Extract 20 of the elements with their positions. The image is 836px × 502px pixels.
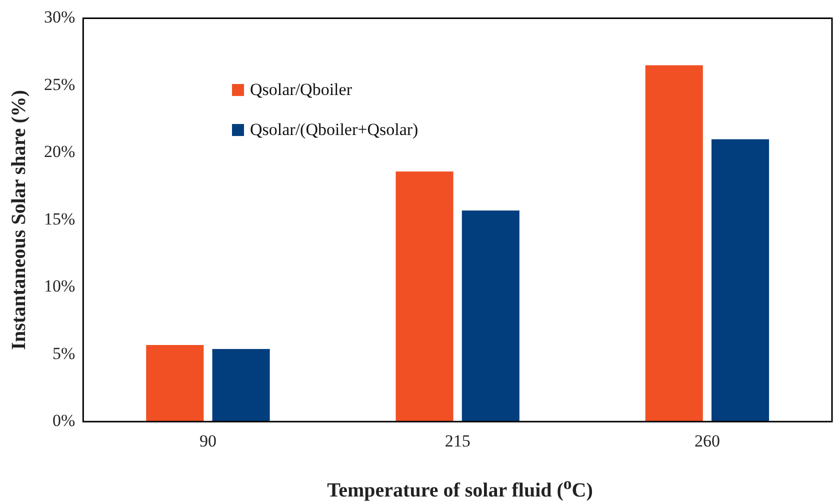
x-tick-label: 215 bbox=[444, 431, 470, 450]
x-tick-label: 90 bbox=[199, 431, 216, 450]
bar bbox=[645, 65, 703, 422]
bar bbox=[462, 210, 520, 422]
bar bbox=[396, 171, 454, 422]
y-tick-label: 5% bbox=[52, 344, 76, 363]
y-axis-title: Instantaneous Solar share (%) bbox=[8, 90, 30, 350]
y-tick-label: 25% bbox=[44, 74, 76, 94]
legend-label: Qsolar/(Qboiler+Qsolar) bbox=[250, 120, 418, 140]
y-tick-label: 20% bbox=[44, 142, 76, 162]
bar bbox=[711, 139, 770, 422]
y-tick-label: 10% bbox=[44, 276, 76, 296]
bar bbox=[212, 348, 270, 422]
y-tick-label: 0% bbox=[52, 411, 76, 430]
x-axis-title: Temperature of solar fluid ($^{o}$C) bbox=[326, 474, 594, 502]
legend-label: Qsolar/Qboiler bbox=[250, 80, 352, 100]
y-tick-label: 30% bbox=[44, 8, 76, 27]
y-tick-label: 15% bbox=[44, 209, 76, 228]
bar bbox=[146, 344, 204, 422]
x-tick-label: 260 bbox=[694, 431, 720, 450]
